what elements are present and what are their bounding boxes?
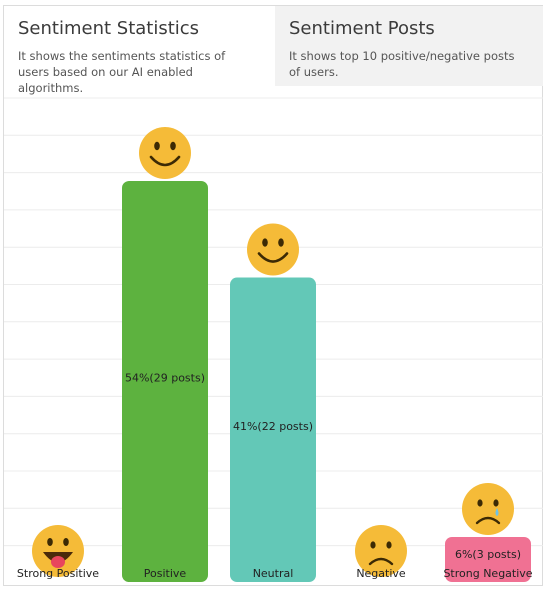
emoji-tongue	[51, 556, 65, 568]
bar-strong-negative	[445, 537, 531, 582]
emoji-face	[139, 127, 191, 179]
tab-description: It shows the sentiments statistics of us…	[18, 49, 226, 95]
data-label: 6%(3 posts)	[455, 548, 521, 561]
emoji-tear	[495, 508, 499, 516]
tab-title: Sentiment Statistics	[18, 18, 200, 39]
emoji-mouth	[257, 252, 289, 263]
emoji-eye	[170, 141, 176, 151]
emoji-eye	[63, 538, 69, 546]
emoji-face	[247, 223, 299, 276]
emoji-eye	[386, 541, 392, 549]
emoji-eye	[154, 141, 160, 151]
category-label: Negative	[356, 567, 406, 580]
category-label: Strong Negative	[443, 567, 532, 580]
crying-emoji-icon	[462, 483, 514, 535]
emoji-mouth	[368, 557, 394, 566]
emoji-eye	[262, 238, 268, 247]
tab-description: It shows top 10 positive/negative posts …	[289, 49, 515, 79]
category-label: Positive	[144, 567, 187, 580]
tab-sentiment-statistics[interactable]: Sentiment Statistics It shows the sentim…	[4, 6, 275, 95]
emoji-face	[32, 525, 84, 577]
category-label: Neutral	[253, 567, 294, 580]
data-label: 54%(29 posts)	[125, 372, 205, 385]
emoji-eye	[47, 538, 53, 546]
tongue-out-emoji-icon	[32, 525, 84, 577]
smile-emoji-icon	[139, 127, 191, 179]
frown-emoji-icon	[355, 525, 407, 577]
emoji-eye	[493, 499, 499, 507]
emoji-mouth	[149, 155, 181, 167]
data-label: 41%(22 posts)	[233, 420, 313, 433]
emoji-face	[462, 483, 514, 535]
emoji-eye	[477, 499, 483, 507]
emoji-face	[355, 525, 407, 577]
smile-emoji-icon	[247, 223, 299, 276]
emoji-mouth	[475, 516, 501, 525]
bar-positive	[122, 181, 208, 582]
tab-sentiment-posts[interactable]: Sentiment Posts It shows top 10 positive…	[275, 6, 543, 86]
emoji-eye	[370, 541, 376, 549]
bar-neutral	[230, 277, 316, 582]
tab-title: Sentiment Posts	[289, 18, 435, 39]
category-label: Strong Positive	[17, 567, 99, 580]
emoji-eye	[278, 238, 284, 247]
